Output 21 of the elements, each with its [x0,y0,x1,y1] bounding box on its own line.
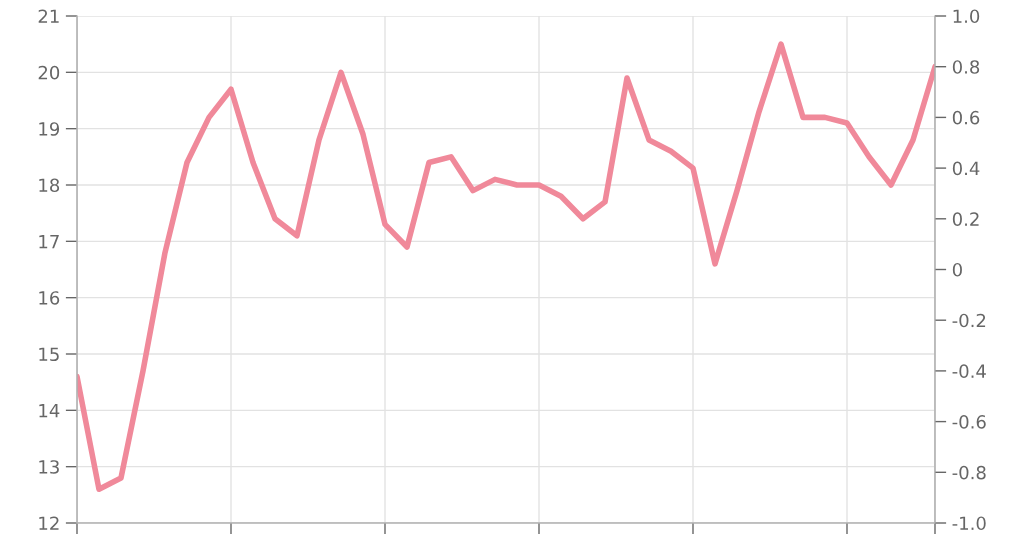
y2-tick-label: 1.0 [953,9,980,24]
y-tick-label: 16 [39,291,60,305]
y2-tick-label: 0.6 [952,110,980,125]
y2-tick-label: 0.4 [952,161,980,176]
y2-tick-label: -1.0 [952,516,986,531]
y2-tick-label: -0.2 [952,313,986,328]
y-tick-label: 12 [39,516,59,530]
y-tick-label: 15 [39,347,59,362]
y2-tick-label: 0.8 [952,60,980,74]
y-tick-label: 13 [39,460,59,474]
y2-tick-label: 0.2 [952,212,979,226]
y2-tick-label: -0.8 [952,465,986,480]
y-tick-label: 14 [39,404,60,418]
y2-tick-label: -0.4 [952,364,986,379]
y2-tick-label: -0.6 [952,415,986,429]
y2-tick-label: 0 [952,262,962,277]
y-tick-label: 19 [39,122,60,136]
y-tick-label: 20 [38,65,60,80]
y-tick-label: 21 [38,9,59,23]
y-tick-label: 17 [39,235,59,249]
y-tick-label: 18 [39,178,60,193]
